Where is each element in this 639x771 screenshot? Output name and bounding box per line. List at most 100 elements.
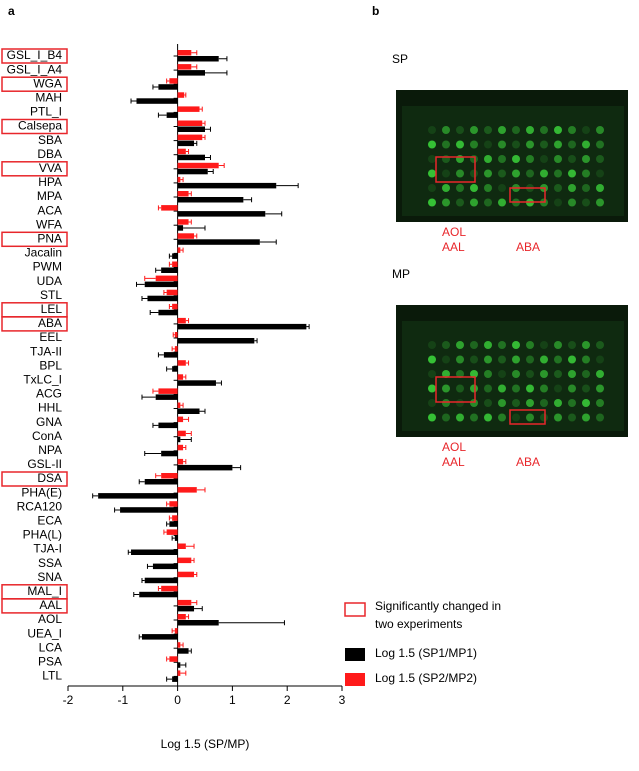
error-bar [199, 408, 206, 414]
error-bar [92, 493, 99, 499]
array-spot [582, 384, 590, 393]
roi-box [435, 156, 476, 183]
array-spot [540, 413, 548, 422]
image-label: ABA [516, 240, 540, 254]
array-spot [526, 413, 534, 422]
array-spot [456, 341, 464, 349]
error-bar [202, 134, 206, 140]
bar [177, 436, 181, 443]
bar [169, 78, 178, 84]
bar [177, 557, 192, 564]
image-label: AOL [442, 225, 466, 239]
error-bar [138, 634, 142, 640]
error-bar [136, 281, 145, 287]
bar [172, 515, 178, 521]
array-spot [498, 140, 506, 149]
array-spot [498, 341, 506, 349]
bar [158, 84, 178, 90]
array-spot [484, 198, 492, 207]
error-bar [166, 78, 170, 84]
panel-label: b [372, 4, 379, 18]
y-tick-label: GSL_I_A4 [7, 62, 63, 76]
error-bar [180, 642, 184, 648]
array-spot [568, 184, 576, 192]
array-spot [484, 155, 492, 163]
bar [172, 303, 178, 310]
error-bar [191, 64, 198, 70]
array-spot [498, 355, 506, 364]
legend-text-box: Significantly changed in two experiments [375, 599, 501, 631]
array-spot [554, 155, 562, 163]
bar [177, 70, 205, 76]
array-spot [442, 384, 450, 393]
error-bar [180, 402, 184, 408]
bar [158, 422, 178, 429]
bar [141, 634, 178, 640]
array-spot [540, 140, 548, 149]
bar [169, 501, 178, 507]
bar [139, 591, 178, 598]
array-spot [526, 155, 534, 163]
array-spot [484, 184, 492, 192]
array-spot [428, 384, 436, 393]
bar [177, 487, 197, 493]
bar [177, 162, 219, 169]
array-spot [540, 341, 548, 349]
bar [177, 219, 189, 225]
error-bar [196, 487, 206, 493]
y-tick-label: HPA [38, 175, 62, 189]
array-spot [596, 341, 604, 349]
error-bar [191, 600, 198, 606]
array-spot [428, 140, 436, 149]
error-bar [185, 360, 190, 366]
array-spot [498, 184, 506, 192]
error-bar [163, 529, 167, 535]
bar [177, 374, 184, 380]
array-spot [554, 413, 562, 422]
y-tick-label: GSL-II [27, 457, 62, 471]
y-tick-label: PNA [37, 231, 62, 245]
bar [177, 140, 195, 147]
bar [177, 191, 189, 197]
bar [177, 543, 186, 549]
image-title: MP [392, 267, 410, 281]
y-tick-label: DSA [37, 471, 62, 485]
array-spot [568, 355, 576, 364]
bar [169, 521, 178, 527]
bar [177, 168, 208, 175]
error-bar [243, 197, 253, 203]
highlight-box [1, 231, 68, 248]
error-bar [183, 445, 187, 451]
array-spot [428, 413, 436, 422]
y-tick-label: TxLC_I [23, 372, 62, 386]
error-bar [202, 120, 206, 126]
error-bar [168, 515, 173, 521]
error-bar [114, 507, 121, 513]
legend-label: Log 1.5 (SP1/MP1) [375, 646, 477, 660]
y-tick-label: ABA [38, 316, 62, 330]
y-tick-label: PHA(L) [23, 528, 62, 542]
array-spot [554, 198, 562, 207]
error-bar [146, 563, 153, 569]
error-bar [157, 352, 164, 358]
array-spot [470, 126, 478, 134]
y-tick-label: LEL [41, 302, 63, 316]
highlight-box [1, 471, 68, 487]
error-bar [184, 92, 187, 98]
array-spot [554, 399, 562, 407]
bar [177, 648, 189, 654]
array-spot [554, 126, 562, 134]
error-bar [194, 140, 198, 146]
bar [144, 281, 178, 288]
array-spot [498, 384, 506, 393]
array-spot [596, 355, 604, 364]
x-axis-title: Log 1.5 (SP/MP) [161, 737, 250, 751]
array-spot [456, 198, 464, 207]
array-spot [568, 169, 576, 178]
array-spot [470, 169, 478, 178]
array-spot [596, 184, 604, 192]
error-bar [152, 388, 159, 394]
array-spot [498, 155, 506, 163]
bar [177, 338, 255, 344]
array-spot [568, 370, 576, 378]
